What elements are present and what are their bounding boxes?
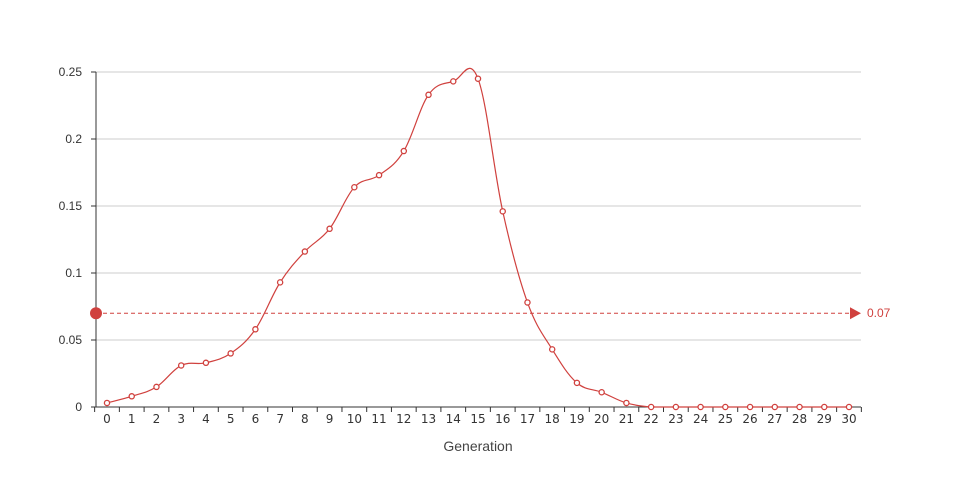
x-axis-title: Generation [443,438,512,454]
series-path [106,67,849,408]
y-tick-label: 0 [75,400,82,414]
y-tick-label: 0.1 [65,266,82,280]
x-tick-label: 19 [569,412,584,426]
x-tick-label: 5 [227,412,235,426]
x-tick-label: 4 [202,412,210,426]
x-axis-tick-labels: 0 1 2 3 4 5 6 7 8 9 10 11 12 13 14 15 16 17 18 19 20 21 22 23 24… [103,412,856,426]
data-point [425,91,432,99]
y-tick-label: 0.2 [65,132,82,146]
data-point [450,78,457,85]
y-axis-tick-labels: 0 0.05 0.1 0.15 0.2 0.25 [59,65,83,414]
data-point [647,403,655,411]
data-point [771,403,779,411]
data-point [623,399,630,407]
x-tick-label: 28 [792,412,807,426]
x-tick-label: 10 [347,412,362,426]
data-point [103,399,111,407]
x-tick-label: 2 [153,412,161,426]
data-point [672,403,680,411]
threshold-marker: 0.07 [90,306,891,320]
x-tick-label: 3 [177,412,185,426]
y-tick-label: 0.25 [59,65,83,79]
x-tick-label: 27 [767,412,782,426]
data-point [474,75,482,82]
data-point [227,350,234,357]
x-tick-label: 14 [446,412,461,426]
data-point [697,403,704,411]
data-point [326,225,333,233]
x-tick-label: 16 [495,412,510,426]
y-tick-label: 0.05 [59,333,83,347]
x-tick-label: 9 [326,412,334,426]
data-point [821,403,828,411]
x-tick-label: 7 [276,412,284,426]
grid-lines [96,71,861,341]
x-tick-label: 29 [817,412,832,426]
x-tick-label: 18 [545,412,560,426]
threshold-label: 0.07 [867,306,891,320]
x-tick-label: 23 [668,412,683,426]
data-point [499,208,506,215]
x-tick-label: 12 [396,412,411,426]
x-tick-label: 26 [742,412,757,426]
x-tick-label: 1 [128,412,136,426]
x-tick-label: 20 [594,412,609,426]
y-tick-label: 0.15 [59,199,83,213]
x-tick-label: 0 [103,412,111,426]
data-point [722,403,729,411]
x-tick-label: 6 [252,412,260,426]
x-tick-label: 15 [470,412,485,426]
data-point [153,383,160,391]
data-point [276,279,284,286]
x-tick-label: 13 [421,412,436,426]
data-point [252,326,259,333]
data-point [375,171,383,179]
data-point [128,393,135,400]
series-line [106,67,849,408]
x-tick-label: 24 [693,412,708,426]
data-point [400,147,408,155]
x-tick-label: 22 [643,412,658,426]
x-tick-label: 17 [520,412,535,426]
x-tick-label: 30 [841,412,856,426]
data-point [524,299,531,306]
data-point [573,379,581,387]
data-point [202,359,210,367]
x-tick-label: 25 [718,412,733,426]
data-point [351,183,358,191]
data-point [177,362,185,369]
threshold-arrow [850,307,861,320]
threshold-start-dot [90,307,102,320]
x-tick-label: 8 [301,412,309,426]
data-point [301,248,309,255]
data-point [598,389,605,396]
data-point [548,346,556,353]
series-points [103,75,853,411]
data-point [796,403,803,411]
data-point [746,403,754,411]
data-point [845,403,853,411]
x-tick-label: 21 [619,412,634,426]
x-tick-label: 11 [371,412,386,426]
